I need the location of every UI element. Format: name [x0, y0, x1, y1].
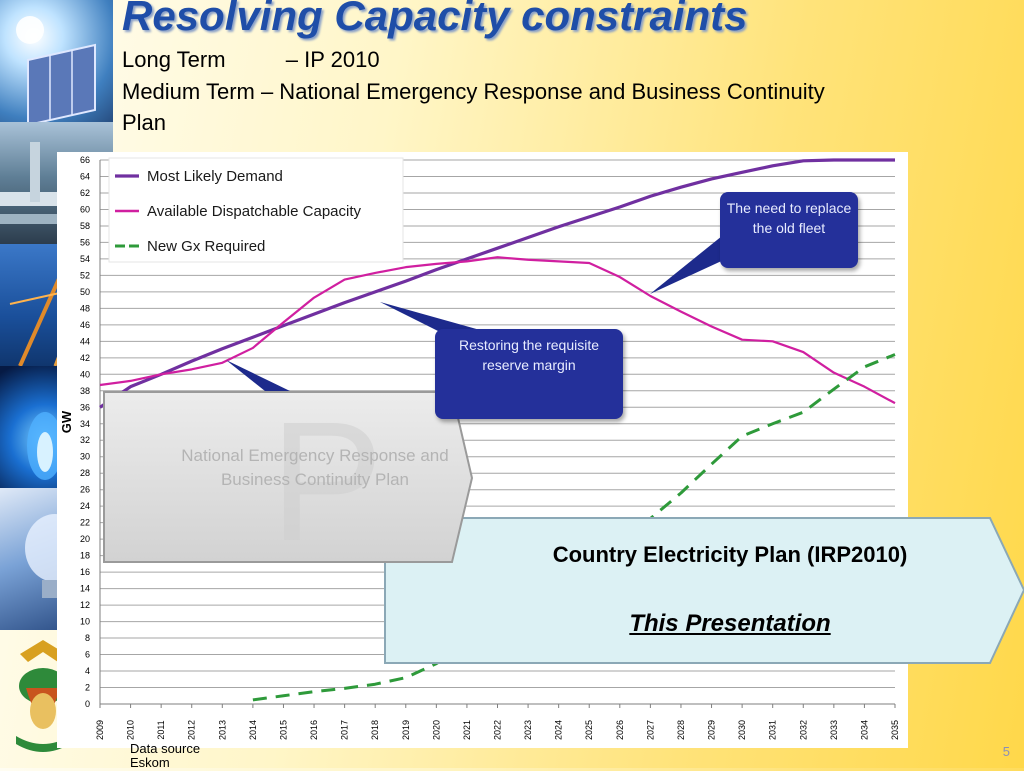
data-source-name: Eskom [130, 756, 200, 770]
x-tick-label: 2018 [370, 720, 380, 740]
y-tick-label: 56 [80, 237, 90, 247]
y-tick-label: 12 [80, 600, 90, 610]
y-tick-label: 10 [80, 617, 90, 627]
y-tick-label: 42 [80, 353, 90, 363]
y-tick-label: 22 [80, 518, 90, 528]
y-tick-label: 0 [85, 699, 90, 709]
y-tick-label: 60 [80, 204, 90, 214]
slide-title: Resolving Capacity constraints [122, 0, 748, 40]
x-tick-label: 2010 [126, 720, 136, 740]
y-tick-label: 54 [80, 254, 90, 264]
y-tick-label: 30 [80, 452, 90, 462]
long-term-line: Long Term – IP 2010 [122, 47, 380, 73]
y-tick-label: 34 [80, 419, 90, 429]
x-tick-label: 2029 [707, 720, 717, 740]
x-tick-label: 2028 [676, 720, 686, 740]
x-tick-label: 2032 [798, 720, 808, 740]
medium-term-line: Medium Term – National Emergency Respons… [122, 79, 825, 105]
x-tick-label: 2024 [554, 720, 564, 740]
y-tick-label: 4 [85, 666, 90, 676]
legend-label: New Gx Required [147, 238, 265, 255]
y-tick-label: 32 [80, 435, 90, 445]
data-source: Data source Eskom [130, 742, 200, 771]
x-tick-label: 2021 [462, 720, 472, 740]
y-tick-label: 14 [80, 584, 90, 594]
y-tick-label: 18 [80, 551, 90, 561]
y-tick-label: 20 [80, 534, 90, 544]
x-tick-label: 2030 [737, 720, 747, 740]
y-tick-label: 24 [80, 501, 90, 511]
y-tick-label: 38 [80, 386, 90, 396]
y-tick-label: 66 [80, 155, 90, 165]
y-tick-label: 62 [80, 188, 90, 198]
irp-subtitle: This Presentation [440, 610, 1020, 638]
x-tick-label: 2033 [829, 720, 839, 740]
x-tick-label: 2034 [859, 720, 869, 740]
y-tick-label: 50 [80, 287, 90, 297]
nerbcp-label: National Emergency Response and Business… [170, 444, 460, 492]
x-tick-label: 2027 [645, 720, 655, 740]
y-tick-label: 2 [85, 683, 90, 693]
x-tick-label: 2020 [431, 720, 441, 740]
x-tick-label: 2016 [309, 720, 319, 740]
x-tick-label: 2009 [95, 720, 105, 740]
y-tick-label: 48 [80, 303, 90, 313]
x-tick-label: 2026 [615, 720, 625, 740]
medium-term-line-cont: Plan [122, 110, 166, 136]
y-tick-label: 6 [85, 650, 90, 660]
y-tick-label: 36 [80, 402, 90, 412]
irp-title: Country Electricity Plan (IRP2010) [440, 542, 1020, 568]
y-tick-label: 44 [80, 336, 90, 346]
x-tick-label: 2035 [890, 720, 900, 740]
y-tick-label: 64 [80, 171, 90, 181]
x-tick-label: 2022 [493, 720, 503, 740]
x-tick-label: 2025 [584, 720, 594, 740]
data-source-label: Data source [130, 742, 200, 756]
x-tick-label: 2011 [156, 720, 166, 739]
slide-number: 5 [1003, 744, 1010, 759]
reserve-margin-callout: Restoring the requisite reserve margin [435, 329, 623, 419]
y-tick-label: 52 [80, 270, 90, 280]
x-tick-label: 2015 [278, 720, 288, 740]
y-tick-label: 46 [80, 320, 90, 330]
long-term-label: Long Term [122, 47, 226, 72]
x-tick-label: 2019 [401, 720, 411, 740]
y-tick-label: 16 [80, 567, 90, 577]
y-tick-label: 40 [80, 369, 90, 379]
x-tick-label: 2012 [187, 720, 197, 740]
x-tick-label: 2014 [248, 720, 258, 740]
replace-fleet-callout: The need to replace the old fleet [720, 192, 858, 268]
x-tick-label: 2031 [768, 720, 778, 740]
y-tick-label: 26 [80, 485, 90, 495]
x-tick-label: 2017 [340, 720, 350, 740]
y-tick-label: 58 [80, 221, 90, 231]
solar-panel-photo [0, 0, 113, 122]
long-term-value: – IP 2010 [286, 47, 380, 72]
x-tick-label: 2023 [523, 720, 533, 740]
y-tick-label: 28 [80, 468, 90, 478]
legend-label: Most Likely Demand [147, 168, 283, 185]
y-tick-label: 8 [85, 633, 90, 643]
legend-label: Available Dispatchable Capacity [147, 203, 362, 220]
x-tick-label: 2013 [217, 720, 227, 740]
y-axis-label: GW [59, 410, 74, 433]
